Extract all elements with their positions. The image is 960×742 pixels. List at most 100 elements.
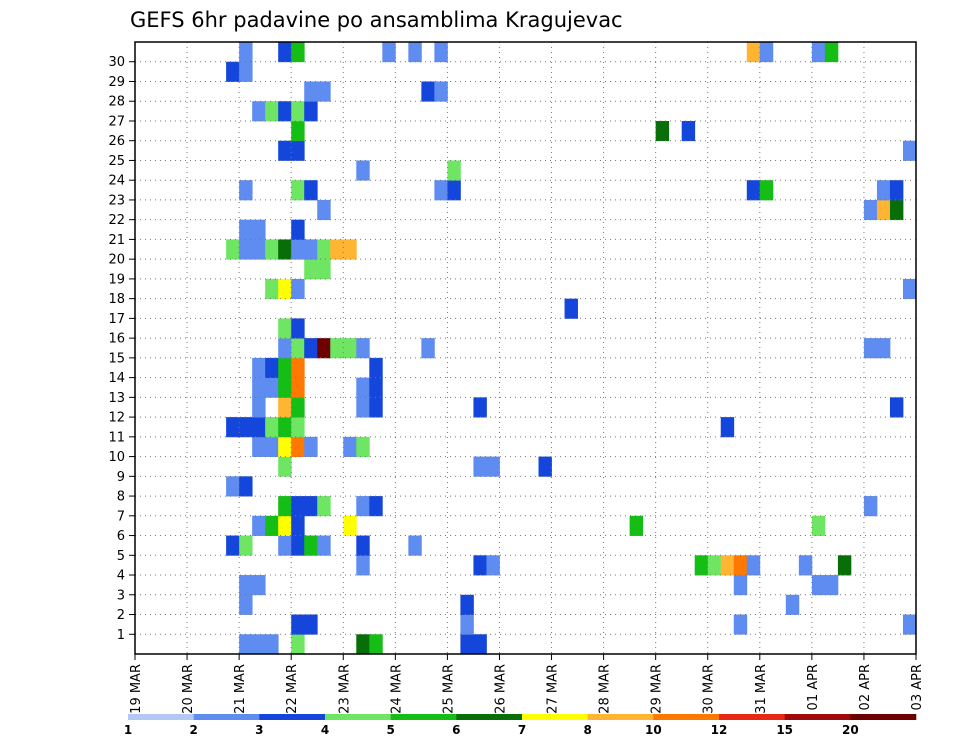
heatmap-cell — [486, 555, 500, 576]
heatmap-cell — [304, 239, 318, 260]
colorbar-swatch — [128, 714, 194, 720]
heatmap-cell — [356, 496, 370, 517]
heatmap-cell — [473, 397, 487, 418]
x-tick-label: 22 MAR — [285, 664, 300, 714]
heatmap-cell — [252, 575, 266, 596]
y-tick-label: 28 — [108, 95, 125, 110]
heatmap-cell — [252, 239, 266, 260]
heatmap-cell — [369, 397, 383, 418]
heatmap-cell — [278, 397, 292, 418]
heatmap-cell — [226, 476, 240, 497]
heatmap-cell — [278, 436, 292, 457]
y-tick-label: 8 — [117, 490, 125, 505]
y-tick-label: 3 — [117, 588, 125, 603]
heatmap-cell — [629, 515, 644, 536]
heatmap-cell — [304, 614, 318, 635]
y-tick-label: 6 — [117, 529, 125, 544]
colorbar-label: 6 — [452, 723, 460, 737]
colorbar-label: 20 — [842, 723, 859, 737]
heatmap-cells — [226, 42, 917, 655]
heatmap-cell — [824, 575, 839, 596]
x-tick-label: 30 MAR — [702, 664, 717, 714]
x-tick-label: 20 MAR — [181, 664, 196, 714]
y-tick-label: 25 — [108, 154, 125, 169]
heatmap-cell — [265, 515, 279, 536]
heatmap-cell — [447, 160, 461, 181]
heatmap-cell — [239, 476, 253, 497]
colorbar: 1 2 3 4 5 6 7 8 10 12 15 20 — [124, 714, 917, 737]
heatmap-cell — [486, 456, 500, 477]
heatmap-cell — [291, 417, 305, 438]
y-tick-label: 14 — [108, 371, 125, 386]
y-tick-label: 18 — [108, 292, 125, 307]
heatmap-cell — [291, 278, 305, 300]
heatmap-cell — [356, 338, 370, 359]
heatmap-cell — [733, 555, 748, 576]
heatmap-cell — [291, 239, 305, 260]
heatmap-cell — [278, 42, 292, 63]
heatmap-cell — [811, 515, 826, 536]
heatmap-cell — [265, 634, 279, 655]
heatmap-cell — [239, 42, 253, 63]
y-tick-label: 20 — [108, 253, 125, 268]
heatmap-cell — [291, 377, 305, 398]
heatmap-cell — [863, 338, 878, 359]
heatmap-cell — [291, 120, 305, 142]
heatmap-cell — [460, 614, 474, 635]
heatmap-cell — [902, 278, 917, 300]
heatmap-cell — [239, 535, 253, 556]
heatmap-cell — [265, 417, 279, 438]
heatmap-cell — [343, 239, 357, 260]
heatmap-cell — [252, 436, 266, 457]
colorbar-swatch — [522, 714, 588, 720]
x-tick-label: 21 MAR — [233, 664, 248, 714]
heatmap-cell — [369, 377, 383, 398]
heatmap-cell — [889, 199, 904, 221]
heatmap-cell — [304, 81, 318, 102]
x-tick-label: 25 MAR — [441, 664, 456, 714]
heatmap-cell — [317, 199, 331, 221]
colorbar-swatch — [325, 714, 391, 720]
x-axis: 19 MAR 20 MAR 21 MAR 22 MAR 23 MAR 24 MAR 25 M… — [129, 654, 925, 714]
heatmap-cell — [733, 614, 748, 635]
y-tick-label: 16 — [108, 332, 125, 347]
heatmap-cell — [291, 180, 305, 201]
heatmap-cell — [265, 436, 279, 457]
heatmap-cell — [785, 594, 800, 615]
colorbar-label: 5 — [386, 723, 394, 737]
y-tick-label: 2 — [117, 608, 125, 623]
heatmap-cell — [265, 101, 279, 122]
heatmap-cell — [278, 357, 292, 379]
heatmap-cell — [278, 456, 292, 477]
heatmap-cell — [369, 634, 383, 655]
colorbar-swatch — [850, 714, 917, 720]
colorbar-swatch — [653, 714, 720, 720]
heatmap-cell — [291, 357, 305, 379]
y-tick-label: 13 — [108, 391, 125, 406]
heatmap-cell — [304, 496, 318, 517]
heatmap-cell — [278, 318, 292, 339]
heatmap-cell — [330, 239, 344, 260]
heatmap-cell — [317, 535, 331, 556]
heatmap-cell — [343, 436, 357, 457]
heatmap-cell — [291, 101, 305, 122]
y-tick-label: 22 — [108, 213, 125, 228]
colorbar-label: 12 — [711, 723, 728, 737]
heatmap-cell — [278, 535, 292, 556]
heatmap-cell — [278, 515, 292, 536]
heatmap-cell — [356, 555, 370, 576]
colorbar-swatch — [259, 714, 326, 720]
heatmap-cell — [720, 417, 735, 438]
heatmap-cell — [343, 515, 357, 536]
y-tick-label: 5 — [117, 549, 125, 564]
heatmap-cell — [369, 496, 383, 517]
heatmap-cell — [278, 417, 292, 438]
colorbar-swatch — [587, 714, 654, 720]
heatmap-cell — [226, 239, 240, 260]
heatmap-cell — [304, 101, 318, 122]
heatmap-cell — [291, 318, 305, 339]
colorbar-label: 15 — [776, 723, 793, 737]
heatmap-cell — [889, 180, 904, 201]
y-tick-label: 11 — [108, 430, 125, 445]
y-tick-label: 30 — [108, 55, 125, 70]
